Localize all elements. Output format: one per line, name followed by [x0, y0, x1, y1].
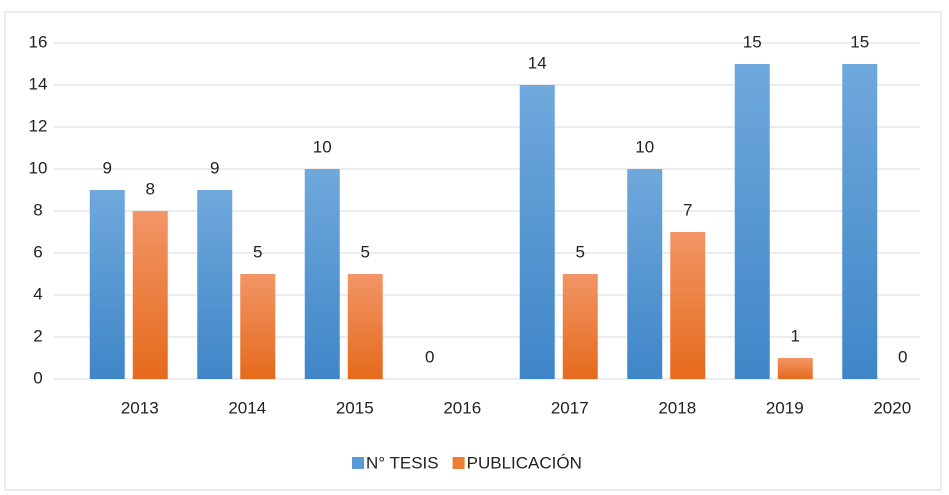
legend-swatch — [452, 457, 465, 469]
data-label: 0 — [898, 347, 907, 366]
bar — [132, 211, 168, 379]
y-tick-label: 0 — [33, 368, 42, 387]
bar — [304, 169, 340, 379]
bar — [519, 85, 555, 379]
data-label: 1 — [791, 326, 800, 345]
bar — [627, 169, 663, 379]
bar — [562, 274, 598, 379]
legend-label: N° TESIS — [366, 453, 439, 472]
bar — [670, 232, 706, 379]
y-tick-label: 10 — [29, 158, 48, 177]
bar — [89, 190, 125, 379]
y-tick-label: 4 — [33, 284, 42, 303]
data-label: 10 — [635, 137, 654, 156]
y-tick-label: 12 — [29, 116, 48, 135]
x-tick-label: 2016 — [443, 398, 481, 417]
bar — [777, 358, 813, 379]
x-tick-label: 2017 — [551, 398, 589, 417]
y-tick-label: 14 — [29, 74, 48, 93]
data-label: 7 — [683, 200, 692, 219]
y-tick-label: 6 — [33, 242, 42, 261]
x-tick-label: 2014 — [228, 398, 266, 417]
x-tick-label: 2015 — [336, 398, 374, 417]
data-label: 14 — [528, 53, 547, 72]
x-tick-label: 2019 — [766, 398, 804, 417]
data-label: 5 — [361, 242, 370, 261]
x-tick-label: 2013 — [121, 398, 159, 417]
bar — [734, 64, 770, 379]
x-tick-label: 2020 — [873, 398, 911, 417]
data-label: 9 — [103, 158, 112, 177]
data-label: 9 — [210, 158, 219, 177]
bar — [197, 190, 233, 379]
bar — [842, 64, 878, 379]
data-label: 8 — [146, 179, 155, 198]
y-tick-label: 8 — [33, 200, 42, 219]
y-tick-label: 2 — [33, 326, 42, 345]
bar — [347, 274, 383, 379]
data-label: 15 — [743, 32, 762, 51]
data-label: 15 — [850, 32, 869, 51]
data-label: 10 — [313, 137, 332, 156]
x-tick-label: 2018 — [658, 398, 696, 417]
data-label: 5 — [576, 242, 585, 261]
data-label: 0 — [425, 347, 434, 366]
bar — [240, 274, 276, 379]
legend-label: PUBLICACIÓN — [467, 453, 582, 472]
y-tick-label: 16 — [29, 32, 48, 51]
legend-swatch — [352, 457, 364, 469]
data-label: 5 — [253, 242, 262, 261]
